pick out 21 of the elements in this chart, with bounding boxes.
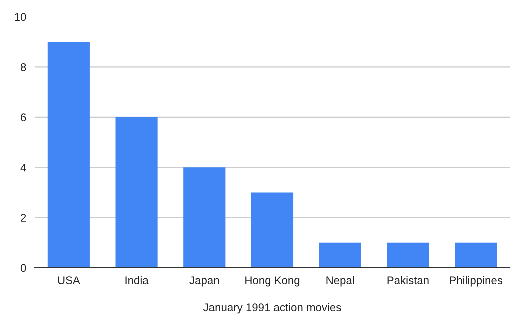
x-tick-label: Pakistan <box>388 276 429 284</box>
bar <box>387 242 430 268</box>
bar <box>251 192 294 268</box>
y-tick-label: 0 <box>20 264 26 272</box>
x-tick-label: Japan <box>190 276 220 287</box>
y-tick-label: 2 <box>21 214 26 222</box>
y-tick-label: 8 <box>20 63 26 72</box>
bar <box>319 242 362 268</box>
x-tick-label: Philippines <box>450 276 503 287</box>
x-tick-label: USA <box>58 276 80 284</box>
bar <box>116 117 158 268</box>
x-axis-title: January 1991 action movies <box>204 303 342 314</box>
x-tick-label: Hong Kong <box>246 276 300 287</box>
bar <box>184 168 226 268</box>
x-tick-label: India <box>126 276 149 284</box>
bar <box>455 242 498 268</box>
y-tick-label: 10 <box>15 13 26 22</box>
x-tick-label: Nepal <box>326 276 354 287</box>
bar <box>48 42 90 268</box>
y-tick-label: 6 <box>21 114 26 122</box>
y-tick-label: 4 <box>20 164 26 172</box>
